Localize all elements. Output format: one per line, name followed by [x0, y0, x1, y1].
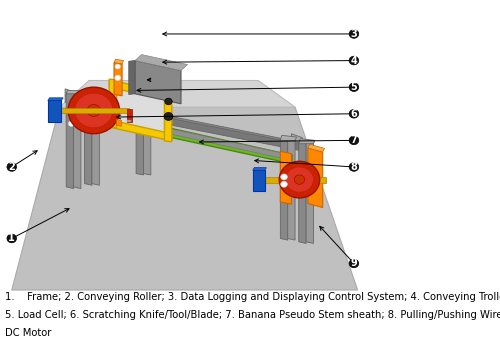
Polygon shape [298, 139, 315, 144]
Polygon shape [109, 80, 172, 101]
Text: 8: 8 [350, 162, 358, 172]
Circle shape [280, 174, 287, 180]
Polygon shape [288, 139, 295, 240]
Bar [128, 120, 131, 122]
Circle shape [294, 175, 304, 184]
Circle shape [68, 114, 74, 119]
Circle shape [349, 109, 358, 118]
Polygon shape [66, 90, 82, 94]
Polygon shape [136, 97, 152, 100]
Polygon shape [280, 151, 291, 204]
Text: 6: 6 [350, 109, 358, 119]
Polygon shape [65, 89, 80, 100]
Circle shape [164, 113, 173, 120]
Bar [55, 108, 128, 113]
Polygon shape [135, 61, 181, 104]
Polygon shape [128, 61, 135, 95]
Circle shape [349, 136, 358, 145]
Text: 1: 1 [8, 234, 15, 243]
Polygon shape [84, 94, 101, 97]
Polygon shape [48, 98, 63, 100]
Polygon shape [298, 142, 306, 243]
Circle shape [68, 87, 120, 134]
Polygon shape [109, 120, 172, 141]
Polygon shape [306, 142, 314, 243]
Text: 2: 2 [8, 162, 15, 172]
Circle shape [7, 163, 16, 171]
Polygon shape [114, 63, 122, 96]
Polygon shape [92, 96, 100, 185]
Circle shape [115, 75, 120, 81]
Polygon shape [308, 148, 322, 207]
Text: 5: 5 [350, 82, 358, 92]
Polygon shape [135, 54, 188, 70]
Polygon shape [280, 139, 287, 240]
Polygon shape [84, 96, 92, 185]
Circle shape [349, 30, 358, 38]
Circle shape [279, 161, 320, 198]
Polygon shape [280, 135, 296, 140]
Polygon shape [48, 100, 62, 122]
Polygon shape [116, 119, 121, 126]
Circle shape [349, 56, 358, 65]
Polygon shape [292, 134, 302, 144]
Polygon shape [74, 92, 81, 189]
Polygon shape [164, 93, 172, 142]
Polygon shape [144, 99, 151, 175]
Polygon shape [136, 99, 143, 175]
Polygon shape [12, 107, 358, 290]
Bar [258, 177, 326, 183]
Circle shape [115, 64, 120, 69]
Polygon shape [252, 170, 265, 191]
Text: 7: 7 [350, 135, 358, 146]
Polygon shape [80, 100, 302, 151]
Circle shape [280, 181, 287, 187]
Circle shape [7, 234, 16, 243]
Circle shape [87, 104, 101, 116]
Text: 3: 3 [350, 29, 358, 39]
Text: DC Motor: DC Motor [5, 328, 52, 338]
Text: 9: 9 [350, 258, 358, 268]
Polygon shape [116, 81, 164, 139]
Circle shape [286, 167, 314, 192]
Circle shape [349, 83, 358, 91]
Polygon shape [65, 96, 292, 147]
Circle shape [74, 93, 113, 128]
Circle shape [68, 121, 74, 126]
Text: 1.    Frame; 2. Conveying Roller; 3. Data Logging and Displaying Control System;: 1. Frame; 2. Conveying Roller; 3. Data L… [5, 292, 500, 302]
Circle shape [165, 98, 172, 105]
Circle shape [349, 259, 358, 268]
Polygon shape [252, 168, 266, 170]
Polygon shape [77, 109, 292, 160]
Text: 4: 4 [350, 55, 358, 66]
Bar [126, 109, 132, 122]
Polygon shape [60, 81, 295, 107]
Polygon shape [77, 108, 292, 164]
Polygon shape [308, 144, 324, 152]
Text: 5. Load Cell; 6. Scratching Knife/Tool/Blade; 7. Banana Pseudo Stem sheath; 8. P: 5. Load Cell; 6. Scratching Knife/Tool/B… [5, 310, 500, 320]
Polygon shape [66, 92, 74, 189]
Circle shape [349, 163, 358, 171]
Polygon shape [114, 59, 124, 64]
Polygon shape [109, 79, 116, 128]
